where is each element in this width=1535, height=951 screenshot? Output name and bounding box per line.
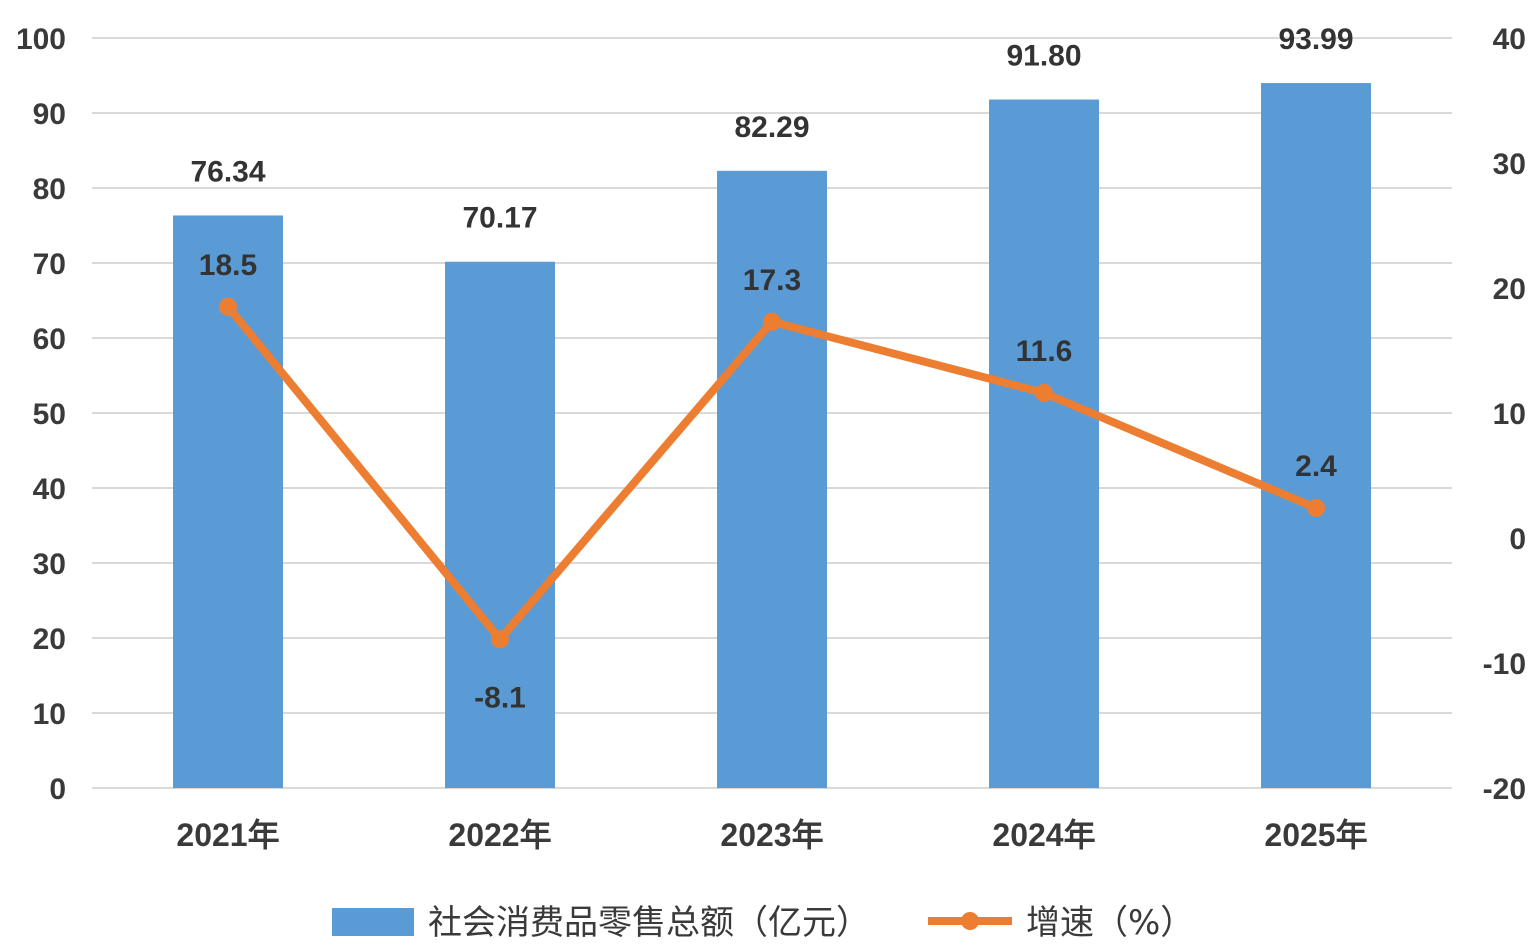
line-point [763,312,781,331]
line-point [219,297,237,316]
bar-series [173,83,1371,789]
bar-value-label: 76.34 [190,155,265,188]
right-tick-label: -20 [1483,773,1526,806]
category-label: 2021年 [176,817,279,853]
line-point [1307,499,1325,517]
right-tick-label: -10 [1483,648,1526,681]
left-tick-label: 90 [33,98,66,131]
left-tick-label: 40 [33,473,66,506]
right-axis-ticks: -20 -10 0 10 20 30 40 [1483,23,1526,806]
legend-line-marker [961,912,979,930]
line-point [1035,384,1053,402]
category-label: 2023年 [720,817,823,853]
left-tick-label: 20 [33,623,66,656]
bar [717,170,827,788]
right-tick-label: 0 [1509,523,1526,556]
line-value-label: 18.5 [199,249,257,282]
left-tick-label: 50 [33,398,66,431]
legend-bar-swatch [332,908,414,936]
legend: 社会消费品零售总额（亿元） 增速（%） [332,903,1194,943]
line-data-labels: 18.5 -8.1 17.3 11.6 2.4 [199,249,1337,715]
bar-value-label: 70.17 [462,202,537,235]
right-tick-label: 10 [1493,398,1526,431]
left-tick-label: 30 [33,548,66,581]
bar [445,261,555,789]
right-tick-label: 40 [1493,23,1526,56]
line-point [491,630,509,649]
line-value-label: 2.4 [1295,450,1337,483]
left-tick-label: 10 [33,698,66,731]
category-label: 2022年 [448,817,551,853]
left-tick-label: 70 [33,248,66,281]
right-tick-label: 20 [1493,273,1526,306]
bar-value-label: 82.29 [734,111,809,144]
left-axis-ticks: 0 10 20 30 40 50 60 70 80 90 100 [16,23,66,806]
category-label: 2025年 [1264,817,1367,853]
right-tick-label: 30 [1493,148,1526,181]
legend-line-label: 增速（%） [1026,903,1194,943]
left-tick-label: 80 [33,173,66,206]
category-label: 2024年 [992,817,1095,853]
bar-value-label: 91.80 [1006,40,1081,73]
line-value-label: -8.1 [474,681,526,714]
bar [1261,83,1371,788]
left-tick-label: 100 [16,23,66,56]
bar [989,99,1099,788]
left-tick-label: 60 [33,323,66,356]
category-axis-labels: 2021年 2022年 2023年 2024年 2025年 [176,817,1367,853]
line-series [219,297,1325,649]
line-value-label: 17.3 [743,264,801,297]
bar-data-labels: 76.34 70.17 82.29 91.80 93.99 [190,23,1353,235]
bar-value-label: 93.99 [1278,23,1353,56]
left-tick-label: 0 [49,773,66,806]
legend-bar-label: 社会消费品零售总额（亿元） [428,903,870,943]
line-value-label: 11.6 [1016,335,1073,368]
